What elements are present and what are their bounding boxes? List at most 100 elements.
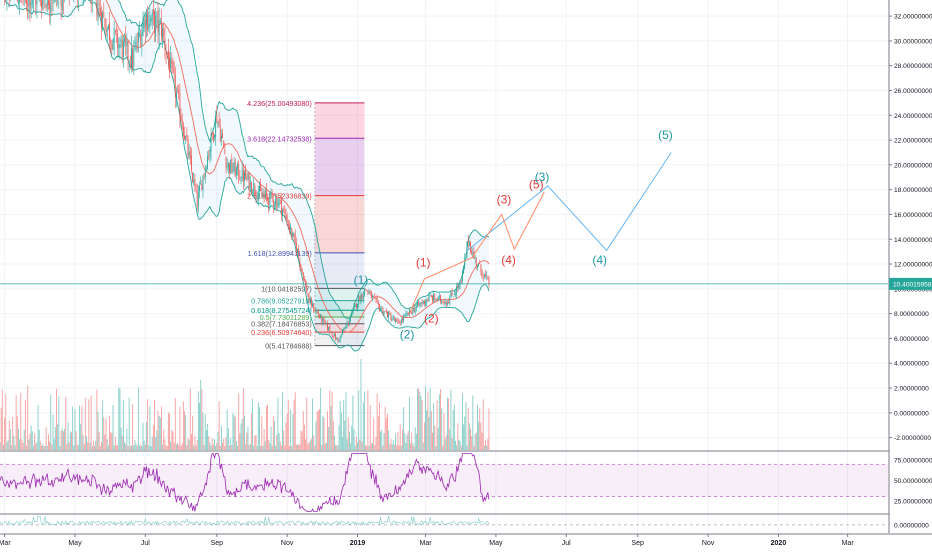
volume-bar bbox=[250, 444, 251, 450]
volume-bar bbox=[480, 423, 481, 450]
volume-bar bbox=[301, 431, 302, 450]
candle-body bbox=[31, 3, 32, 6]
volume-bar bbox=[27, 386, 28, 450]
volume-bar bbox=[389, 444, 390, 450]
volume-bar bbox=[55, 427, 56, 450]
candle-body bbox=[160, 20, 161, 21]
volume-bar bbox=[426, 410, 427, 450]
wave-label[interactable]: (2) bbox=[400, 327, 415, 341]
price-axis-label: 14.00000000 bbox=[894, 237, 932, 244]
volume-bar bbox=[18, 429, 19, 450]
candle-body bbox=[243, 170, 244, 182]
candle-body bbox=[359, 296, 360, 301]
candle-body bbox=[283, 210, 284, 211]
candle-body bbox=[246, 178, 247, 179]
wave-label[interactable]: (5) bbox=[658, 128, 673, 142]
volume-bar bbox=[178, 446, 179, 450]
volume-bar bbox=[408, 431, 409, 450]
volume-bar bbox=[380, 431, 381, 450]
volume-bar bbox=[423, 443, 424, 450]
volume-bar bbox=[259, 407, 260, 450]
volume-bar bbox=[456, 445, 457, 450]
price-axis-label: 30.00000000 bbox=[894, 38, 932, 45]
volume-bar bbox=[453, 410, 454, 450]
candle-body bbox=[47, 0, 48, 7]
candle-body bbox=[452, 292, 453, 295]
rsi-axis-label: 50.00000000 bbox=[894, 478, 932, 485]
volume-bar bbox=[242, 419, 243, 450]
volume-bar bbox=[455, 441, 456, 450]
volume-bar bbox=[369, 446, 370, 450]
volume-bar bbox=[206, 430, 207, 450]
candle-body bbox=[484, 275, 485, 277]
volume-bar bbox=[286, 423, 287, 450]
volume-bar bbox=[201, 389, 202, 450]
candle-body bbox=[311, 299, 312, 307]
volume-bar bbox=[469, 423, 470, 450]
volume-bar bbox=[394, 445, 395, 450]
volume-bar bbox=[450, 390, 451, 450]
volume-bar bbox=[19, 439, 20, 450]
wave-label[interactable]: (4) bbox=[592, 253, 607, 267]
volume-bar bbox=[32, 431, 33, 450]
volume-bar bbox=[236, 441, 237, 450]
candle-body bbox=[61, 0, 62, 6]
candle-body bbox=[194, 180, 195, 187]
volume-bar bbox=[62, 428, 63, 450]
volume-bar bbox=[154, 400, 155, 450]
candle-body bbox=[162, 28, 163, 39]
volume-bar bbox=[390, 439, 391, 450]
wave-label[interactable]: (3) bbox=[497, 192, 512, 206]
candle-body bbox=[211, 133, 212, 151]
volume-bar bbox=[134, 440, 135, 450]
candle-body bbox=[400, 323, 401, 324]
volume-bar bbox=[283, 430, 284, 450]
candle-body bbox=[110, 41, 111, 43]
volume-bar bbox=[158, 411, 159, 450]
candle-body bbox=[361, 295, 362, 303]
candle-body bbox=[91, 0, 92, 3]
candle-body bbox=[254, 185, 255, 193]
candle-body bbox=[166, 53, 167, 54]
candle-body bbox=[303, 273, 304, 281]
candle-body bbox=[349, 321, 350, 323]
volume-bar bbox=[409, 397, 410, 450]
candle-body bbox=[411, 312, 412, 314]
volume-bar bbox=[396, 445, 397, 450]
candle-body bbox=[384, 312, 385, 314]
volume-bar bbox=[351, 426, 352, 450]
candle-body bbox=[376, 298, 377, 299]
candle-body bbox=[125, 38, 126, 43]
volume-bar bbox=[440, 389, 441, 450]
candle-body bbox=[180, 93, 181, 118]
volume-bar bbox=[427, 392, 428, 450]
candle-body bbox=[252, 192, 253, 193]
volume-bar bbox=[221, 426, 222, 450]
volume-bar bbox=[188, 438, 189, 450]
candle-body bbox=[486, 276, 487, 277]
candle-body bbox=[141, 32, 142, 46]
wave-label[interactable]: (1) bbox=[416, 256, 431, 270]
candle-body bbox=[139, 34, 140, 36]
rsi-axis-label: 75.00000000 bbox=[894, 458, 932, 465]
candle-body bbox=[364, 289, 365, 295]
volume-bar bbox=[437, 401, 438, 450]
wave-label[interactable]: (2) bbox=[424, 311, 439, 325]
wave-label[interactable]: (4) bbox=[501, 253, 516, 267]
volume-bar bbox=[192, 416, 193, 450]
volume-bar bbox=[313, 435, 314, 450]
time-axis-label: Mar bbox=[0, 540, 11, 547]
volume-bar bbox=[284, 446, 285, 450]
price-axis[interactable]: 32.0000000030.0000000028.0000000026.0000… bbox=[889, 0, 932, 550]
fib-zone bbox=[315, 196, 365, 253]
volume-bar bbox=[418, 388, 419, 450]
volume-bar bbox=[231, 445, 232, 450]
volume-bar bbox=[281, 446, 282, 450]
wave-label[interactable]: (1) bbox=[354, 273, 369, 287]
volume-bar bbox=[336, 445, 337, 450]
volume-bar bbox=[280, 442, 281, 450]
wave-label[interactable]: (3) bbox=[535, 170, 550, 184]
volume-bar bbox=[205, 414, 206, 450]
